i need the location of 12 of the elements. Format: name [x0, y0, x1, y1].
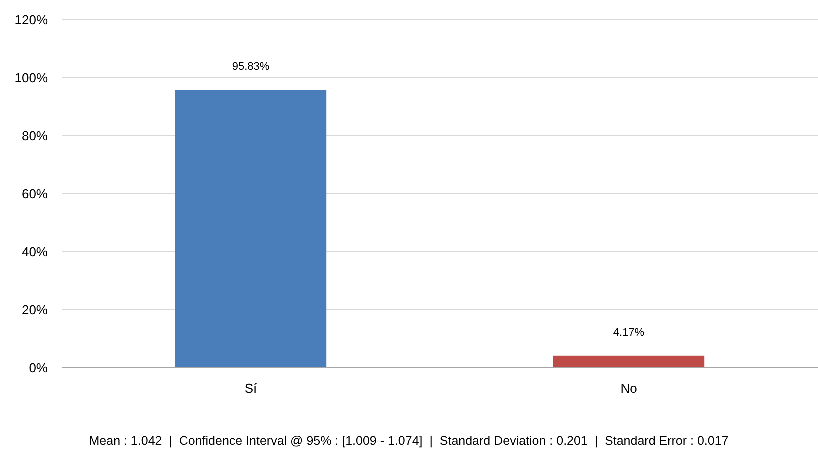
x-tick-label: Sí [244, 381, 258, 396]
data-label: 95.83% [232, 61, 270, 74]
data-label: 4.17% [613, 326, 645, 339]
y-tick-label: 120% [14, 12, 48, 28]
y-tick-label: 40% [22, 244, 48, 260]
y-tick-label: 60% [22, 186, 48, 202]
x-tick-label: No [620, 381, 638, 396]
y-tick-label: 80% [22, 128, 48, 144]
text: Mean : 1.042 | Confidence Interval @ 95% : [1.009 - 1.074] | Standard Deviation : 0.201 | Standard Error : 0.017 [89, 434, 729, 448]
y-tick-label: 0% [29, 360, 48, 376]
y-tick-label: 20% [22, 302, 48, 318]
y-tick-label: 100% [14, 70, 48, 86]
